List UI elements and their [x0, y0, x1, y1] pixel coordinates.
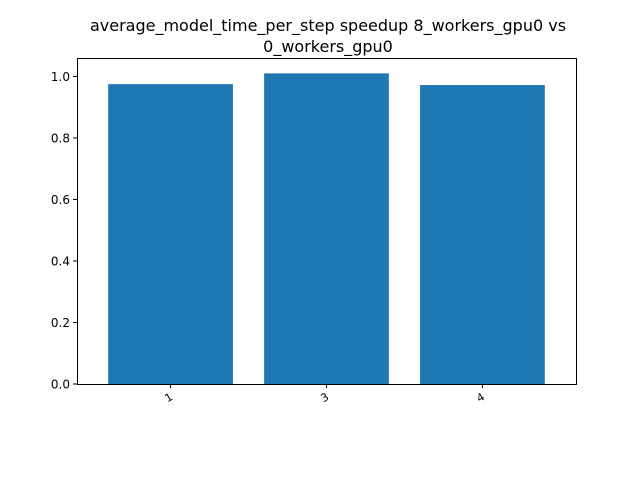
bar-series [108, 73, 545, 385]
y-tick-label: 0.2 [51, 316, 70, 330]
chart-title: average_model_time_per_step speedup 8_wo… [90, 16, 566, 57]
y-axis: 0.0 0.2 0.4 0.6 0.8 1.0 [51, 70, 77, 392]
y-tick-label: 0.8 [51, 131, 70, 145]
y-tick-label: 0.4 [51, 254, 70, 268]
bar-1 [108, 84, 233, 384]
chart-title-line-1: average_model_time_per_step speedup 8_wo… [90, 16, 566, 36]
x-axis: 1 3 4 [163, 384, 487, 405]
bar-3 [264, 73, 389, 385]
y-tick-label: 1.0 [51, 70, 70, 84]
x-tick-label: 3 [318, 390, 331, 405]
x-tick-label: 1 [163, 390, 176, 405]
y-tick-label: 0.6 [51, 193, 70, 207]
y-tick-label: 0.0 [51, 378, 70, 392]
chart-title-line-2: 0_workers_gpu0 [263, 37, 393, 57]
plot-area-frame [77, 58, 577, 385]
x-tick-label: 4 [474, 390, 487, 405]
bar-4 [420, 85, 545, 384]
